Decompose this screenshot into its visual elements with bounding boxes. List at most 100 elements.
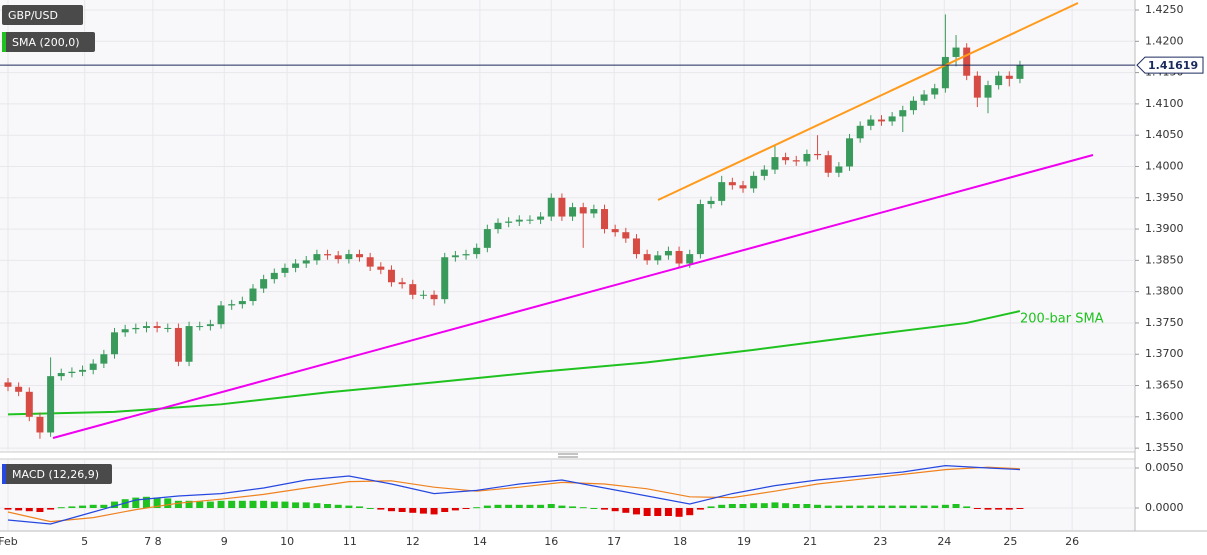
candle-body [782, 157, 790, 161]
candle-body [174, 327, 182, 362]
candle-body [526, 219, 534, 221]
histogram-bar [164, 498, 172, 508]
candle-body [57, 373, 65, 377]
candle-body [995, 75, 1003, 86]
candle-body [643, 254, 651, 261]
candle-body [185, 326, 193, 362]
candle-body [100, 354, 108, 364]
candle-body [228, 304, 236, 306]
candle-body [664, 250, 672, 256]
candle-body [579, 207, 587, 214]
histogram-bar [270, 501, 278, 508]
histogram-bar [462, 508, 470, 509]
y-tick-label: 1.4200 [1145, 34, 1184, 47]
histogram-bar [920, 505, 928, 508]
macd-box[interactable] [2, 464, 112, 484]
candle-body [675, 250, 683, 264]
sma-box[interactable] [2, 32, 95, 52]
histogram-bar [494, 504, 502, 508]
histogram-bar [664, 508, 672, 516]
candle-body [483, 229, 491, 248]
histogram-bar [387, 508, 395, 512]
candle-body [79, 369, 87, 372]
histogram-bar [856, 505, 864, 508]
histogram-bar [398, 508, 406, 512]
candle-body [547, 197, 555, 217]
histogram-bar [249, 500, 257, 508]
pane-handle[interactable] [558, 453, 578, 458]
histogram-bar [547, 504, 555, 508]
candle-body [430, 294, 438, 300]
candle-body [877, 119, 885, 122]
candle-body [196, 326, 204, 328]
candle-body [270, 272, 278, 280]
candle-body [686, 254, 694, 264]
candle-body [409, 284, 417, 295]
y-tick-label: 1.4050 [1145, 128, 1184, 141]
candle-body [132, 327, 140, 330]
candle-body [356, 254, 364, 258]
sma-line [7, 310, 1021, 416]
candle-body [111, 332, 119, 355]
histogram-bar [739, 504, 747, 508]
candle-body [537, 216, 545, 220]
histogram-bar [228, 500, 236, 508]
symbol-box[interactable] [2, 5, 83, 25]
x-tick-label: 14 [473, 535, 487, 548]
candle-body [345, 254, 353, 260]
histogram-bar [931, 505, 939, 508]
y-tick-label: 1.4250 [1145, 3, 1184, 16]
histogram-bar [782, 503, 790, 508]
candle-body [387, 269, 395, 283]
candle-body [771, 157, 779, 170]
histogram-bar [89, 504, 97, 508]
candle-body [1016, 65, 1024, 79]
histogram-bar [909, 505, 917, 508]
candle-body [707, 200, 715, 205]
candle-body [324, 254, 332, 256]
signal-line [7, 466, 1020, 523]
y-tick-label: 1.4000 [1145, 159, 1184, 172]
histogram-bar [803, 504, 811, 508]
candle-body [601, 209, 609, 230]
x-tick-label: Feb [0, 535, 18, 548]
histogram-bar [611, 508, 619, 512]
candle-body [973, 75, 981, 98]
histogram-bar [68, 506, 76, 508]
candle-body [441, 257, 449, 300]
candle-body [494, 222, 502, 230]
histogram-bar [473, 507, 481, 509]
histogram-bar [281, 501, 289, 508]
sma-swatch [2, 32, 6, 52]
histogram-bar [57, 507, 65, 509]
histogram-bar [132, 497, 140, 508]
histogram-bar [515, 504, 523, 508]
histogram-bar [579, 507, 587, 509]
candle-body [846, 138, 854, 167]
x-tick-label: 16 [544, 535, 558, 548]
histogram-bar [409, 508, 417, 513]
histogram-bar [973, 508, 981, 509]
x-tick-label: 18 [673, 535, 687, 548]
x-tick-label: 25 [1003, 535, 1017, 548]
histogram-bar [100, 504, 108, 508]
last-price-box [1136, 56, 1204, 74]
histogram-bar [952, 504, 960, 508]
histogram-bar [196, 501, 204, 508]
y-tick-label: 1.3700 [1145, 347, 1184, 360]
histogram-bar [292, 502, 300, 508]
candle-body [206, 324, 214, 327]
histogram-bar [441, 508, 449, 512]
histogram-bar [675, 508, 683, 517]
histogram-bar [451, 508, 459, 511]
candle-body [952, 47, 960, 57]
candle-body [696, 204, 704, 255]
trend-line-support [52, 154, 1094, 439]
x-tick-label: 9 [221, 535, 228, 548]
candle-body [15, 386, 23, 392]
candle-body [398, 282, 406, 285]
candle-body [121, 329, 129, 333]
histogram-bar [47, 508, 55, 510]
histogram-bar [537, 504, 545, 508]
